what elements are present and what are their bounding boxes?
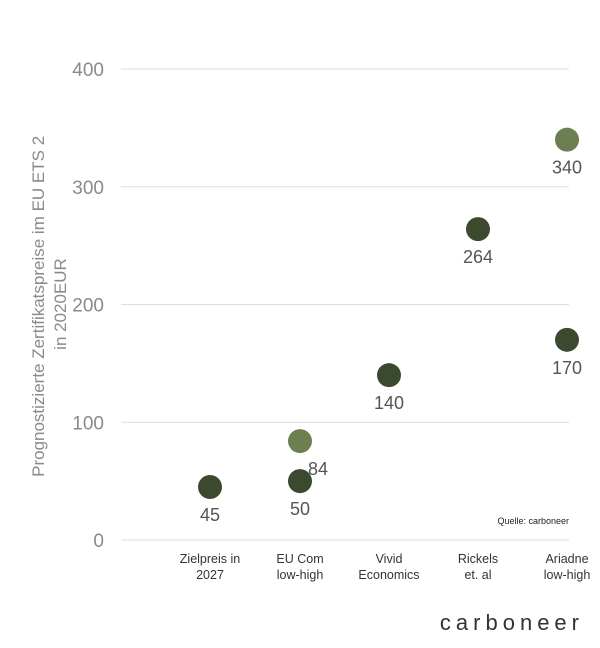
data-point xyxy=(288,469,312,494)
data-point xyxy=(198,475,222,500)
data-point xyxy=(377,363,401,388)
y-axis-label-line-2: in 2020EUR xyxy=(51,258,70,350)
category-label: Rickels et. al xyxy=(458,552,498,582)
source-note: Quelle: carboneer xyxy=(497,516,569,526)
grid-lines xyxy=(121,68,569,541)
category-label: Zielpreis in 2027 xyxy=(180,552,240,582)
category-labels: Zielpreis in 2027 EU Com low-high Vivid Econo… xyxy=(180,552,591,582)
data-labels: 45 50 84 140 264 170 340 xyxy=(200,158,582,525)
data-point xyxy=(555,127,579,152)
data-label: 50 xyxy=(290,499,310,519)
y-tick-label: 0 xyxy=(93,531,104,552)
data-point xyxy=(288,429,312,454)
y-tick-label: 200 xyxy=(72,296,104,317)
data-label: 45 xyxy=(200,505,220,525)
data-label: 84 xyxy=(308,459,328,479)
y-axis-label-line-1: Prognostizierte Zertifikatspreise im EU … xyxy=(29,136,48,477)
y-axis-label: Prognostizierte Zertifikatspreise im EU … xyxy=(29,131,70,477)
y-tick-labels: 0 100 200 300 400 xyxy=(72,60,104,552)
y-tick-label: 400 xyxy=(72,60,104,81)
brand-logo: carboneer xyxy=(440,610,584,635)
data-point xyxy=(466,217,490,242)
data-label: 264 xyxy=(463,247,493,267)
data-label: 340 xyxy=(552,158,582,178)
category-label: EU Com low-high xyxy=(276,552,323,582)
category-label: Vivid Economics xyxy=(358,552,419,582)
category-label: Ariadne low-high xyxy=(544,552,591,582)
data-label: 140 xyxy=(374,393,404,413)
data-label: 170 xyxy=(552,358,582,378)
y-tick-label: 300 xyxy=(72,178,104,199)
y-tick-label: 100 xyxy=(72,413,104,434)
data-point xyxy=(555,327,579,352)
data-points xyxy=(198,127,579,500)
